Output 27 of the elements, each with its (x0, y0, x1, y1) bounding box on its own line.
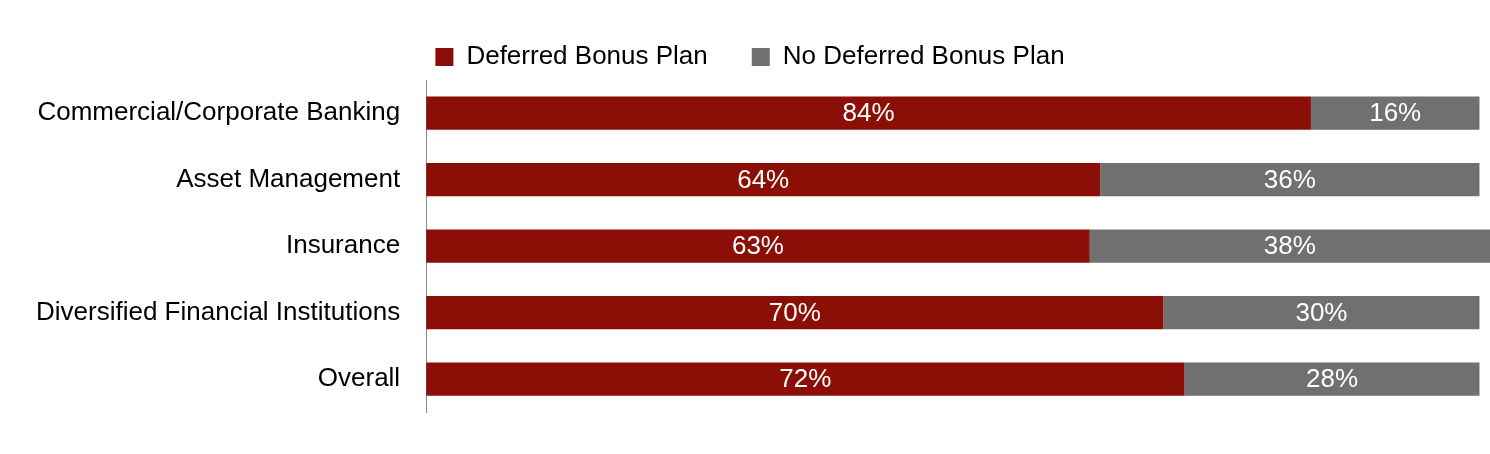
bar (1310, 96, 1480, 130)
bar (426, 229, 1090, 263)
bar (426, 362, 1185, 396)
y-tick-label: Asset Management (176, 162, 401, 193)
y-tick-label: Insurance (285, 229, 401, 260)
bar (426, 296, 1164, 330)
bar (1184, 362, 1480, 396)
y-tick-label: Overall (317, 362, 401, 393)
data-label: 38% (1263, 230, 1316, 261)
data-label: 30% (1295, 296, 1348, 327)
data-label: 64% (737, 163, 790, 194)
data-label: 28% (1305, 363, 1359, 394)
legend-label: Deferred Bonus Plan (466, 40, 708, 71)
data-label: 84% (842, 97, 895, 128)
data-label: 72% (779, 363, 832, 394)
bar (1163, 296, 1480, 330)
y-tick-label: Diversified Financial Institutions (36, 295, 401, 326)
data-label: 16% (1369, 97, 1422, 128)
bar (1100, 163, 1480, 197)
data-label: 70% (768, 296, 821, 327)
bar (426, 163, 1101, 197)
bar (1089, 229, 1490, 263)
data-label: 36% (1263, 163, 1316, 194)
data-label: 63% (731, 230, 784, 261)
legend-label: No Deferred Bonus Plan (782, 40, 1065, 71)
y-tick-label: Commercial/Corporate Banking (37, 96, 401, 127)
bar (426, 96, 1311, 130)
